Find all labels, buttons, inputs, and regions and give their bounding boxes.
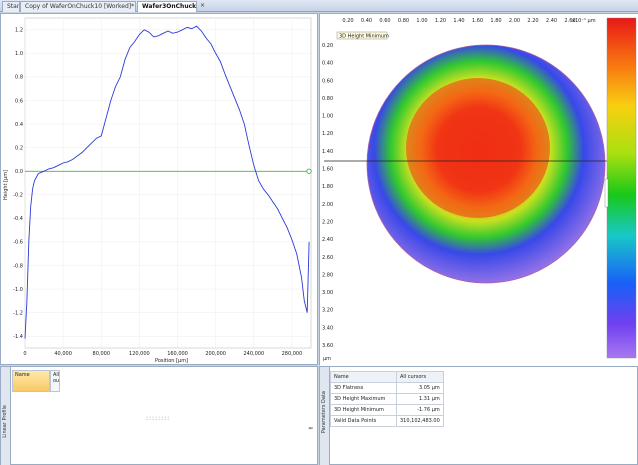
map-y-tick-label: 0.60 <box>322 78 333 84</box>
map-x-tick-label: 1.00 <box>416 18 427 24</box>
y-axis-unit: µm <box>323 356 331 362</box>
parameter-name: 3D Flatness <box>330 382 397 394</box>
map-y-tick-label: 1.60 <box>322 167 333 173</box>
y-tick-label: -0.6 <box>13 240 23 246</box>
table-row[interactable]: 3D Height Minimum -1.76 µm <box>330 404 444 416</box>
column-header-all-cursors[interactable]: All cursors <box>396 371 444 383</box>
annotation-box <box>336 31 388 40</box>
tab-close-icon[interactable]: × <box>200 2 206 9</box>
reference-line-handle[interactable] <box>306 168 312 174</box>
tab-copy-of-wafer[interactable]: Copy of WaferOnChuck10 [Worked]* <box>20 1 136 12</box>
map-y-tick-label: 2.40 <box>322 237 333 243</box>
map-x-tick-label: 2.20 <box>527 18 538 24</box>
x-tick-label: 160,000 <box>167 351 188 357</box>
map-y-tick-label: 0.40 <box>322 61 333 67</box>
x-axis-label: Position [µm] <box>155 358 188 364</box>
height-profile-line <box>24 25 310 339</box>
y-tick-label: 0.4 <box>15 122 23 128</box>
y-tick-label: -0.8 <box>13 263 23 269</box>
map-x-tick-label: 2.60 <box>564 18 575 24</box>
map-x-tick-label: 1.80 <box>490 18 501 24</box>
column-header-name[interactable]: Name <box>12 370 50 392</box>
map-x-tick-label: 1.40 <box>453 18 464 24</box>
wafer-height-map[interactable]: 0.20 0.40 0.60 0.80 1.00 1.20 1.40 1.60 1.80 2.00… <box>320 14 638 366</box>
column-header-name[interactable]: Name <box>330 371 397 383</box>
parameter-value: 3.05 µm <box>396 382 444 394</box>
parameter-name: Valid Data Points <box>330 415 397 427</box>
color-scale-slider-handle[interactable] <box>604 178 609 208</box>
annotation-label: 3D Height Minimum <box>339 34 389 40</box>
color-scale-bar[interactable] <box>606 17 637 359</box>
map-y-tick-label: 0.20 <box>322 43 333 49</box>
tab-start[interactable]: Start <box>2 1 20 12</box>
pin-icon[interactable]: ⇴ <box>308 425 314 432</box>
map-y-tick-label: 1.00 <box>322 114 333 120</box>
y-axis-label: Height [µm] <box>3 170 9 200</box>
x-tick-label: 120,000 <box>129 351 150 357</box>
parameter-name: 3D Height Maximum <box>330 393 397 405</box>
map-x-tick-label: 0.20 <box>342 18 353 24</box>
y-tick-label: 0.8 <box>15 75 23 81</box>
map-x-tick-label: 2.40 <box>546 18 557 24</box>
map-x-tick-label: 2.00 <box>509 18 520 24</box>
wafer-hot-region <box>406 78 550 218</box>
map-y-tick-label: 1.20 <box>322 131 333 137</box>
map-y-tick-label: 3.20 <box>322 308 333 314</box>
table-row[interactable]: 3D Flatness 3.05 µm <box>330 382 444 394</box>
map-y-tick-label: 2.20 <box>322 219 333 225</box>
plot-area <box>24 17 312 349</box>
map-y-tick-label: 3.60 <box>322 343 333 349</box>
map-y-tick-label: 2.80 <box>322 272 333 278</box>
tab-wafer3[interactable]: Wafer3OnChuck22 [Unnamed 2]* <box>137 1 197 12</box>
map-x-tick-label: 0.40 <box>361 18 372 24</box>
y-tick-label: -1.0 <box>13 287 23 293</box>
parameter-name: 3D Height Minimum <box>330 404 397 416</box>
y-tick-label: 0.0 <box>15 169 23 175</box>
parameters-table: Name All cursors 3D Flatness 3.05 µm 3D … <box>330 371 444 427</box>
x-tick-label: 240,000 <box>243 351 264 357</box>
column-header-all[interactable]: All ou <box>50 370 60 392</box>
map-y-tick-label: 1.40 <box>322 149 333 155</box>
table-row[interactable]: Valid Data Points 310,102,483.00 <box>330 415 444 427</box>
parameter-value: 1.31 µm <box>396 393 444 405</box>
panel-side-strip-right: Parameters Data <box>320 367 330 465</box>
y-tick-label: -1.2 <box>13 310 23 316</box>
map-x-tick-label: 0.60 <box>379 18 390 24</box>
map-x-tick-label: 1.20 <box>435 18 446 24</box>
map-y-tick-label: 2.00 <box>322 202 333 208</box>
x-axis-unit: x10⁻¹ µm <box>572 18 596 24</box>
map-y-tick-label: 3.00 <box>322 290 333 296</box>
y-tick-label: 0.6 <box>15 98 23 104</box>
linear-profile-label: Linear Profile <box>2 405 8 438</box>
panel-side-strip: Linear Profile <box>1 367 11 465</box>
y-tick-label: -1.4 <box>13 334 23 340</box>
y-tick-label: -0.2 <box>13 193 23 199</box>
x-tick-label: 40,000 <box>54 351 72 357</box>
x-tick-label: 80,000 <box>93 351 111 357</box>
y-tick-label: 1.2 <box>15 28 23 34</box>
parameters-data-label: Parameters Data <box>321 391 327 434</box>
x-tick-label: 0 <box>23 351 26 357</box>
map-y-tick-label: 3.40 <box>322 325 333 331</box>
map-y-tick-label: 2.60 <box>322 255 333 261</box>
splitter-grip[interactable]: :::::::: <box>146 415 171 422</box>
map-x-tick-label: 0.80 <box>398 18 409 24</box>
parameter-value: 310,102,483.00 <box>396 415 444 427</box>
linear-profile-panel: Linear Profile Name All ou :::::::: ⇴ <box>0 366 318 465</box>
profile-chart[interactable]: 1.2 1.0 0.8 0.6 0.4 0.2 0.0 -0.2 -0.4 -0.6 -0.8 -1.… <box>1 14 319 366</box>
y-tick-label: 1.0 <box>15 51 23 57</box>
table-row[interactable]: 3D Height Maximum 1.31 µm <box>330 393 444 405</box>
profile-chart-panel: 1.2 1.0 0.8 0.6 0.4 0.2 0.0 -0.2 -0.4 -0.6 -0.8 -1.… <box>0 13 318 365</box>
document-tab-bar: Start Copy of WaferOnChuck10 [Worked]* W… <box>0 0 638 12</box>
parameters-data-panel: Parameters Data Name All cursors 3D Flat… <box>319 366 638 465</box>
map-y-tick-label: 0.80 <box>322 96 333 102</box>
parameter-value: -1.76 µm <box>396 404 444 416</box>
wafer-map-panel: 0.20 0.40 0.60 0.80 1.00 1.20 1.40 1.60 1.80 2.00… <box>319 13 638 366</box>
map-x-tick-label: 1.60 <box>472 18 483 24</box>
x-tick-label: 280,000 <box>282 351 303 357</box>
y-tick-label: -0.4 <box>13 216 23 222</box>
y-tick-label: 0.2 <box>15 145 23 151</box>
x-tick-label: 200,000 <box>205 351 226 357</box>
map-y-tick-label: 1.80 <box>322 184 333 190</box>
